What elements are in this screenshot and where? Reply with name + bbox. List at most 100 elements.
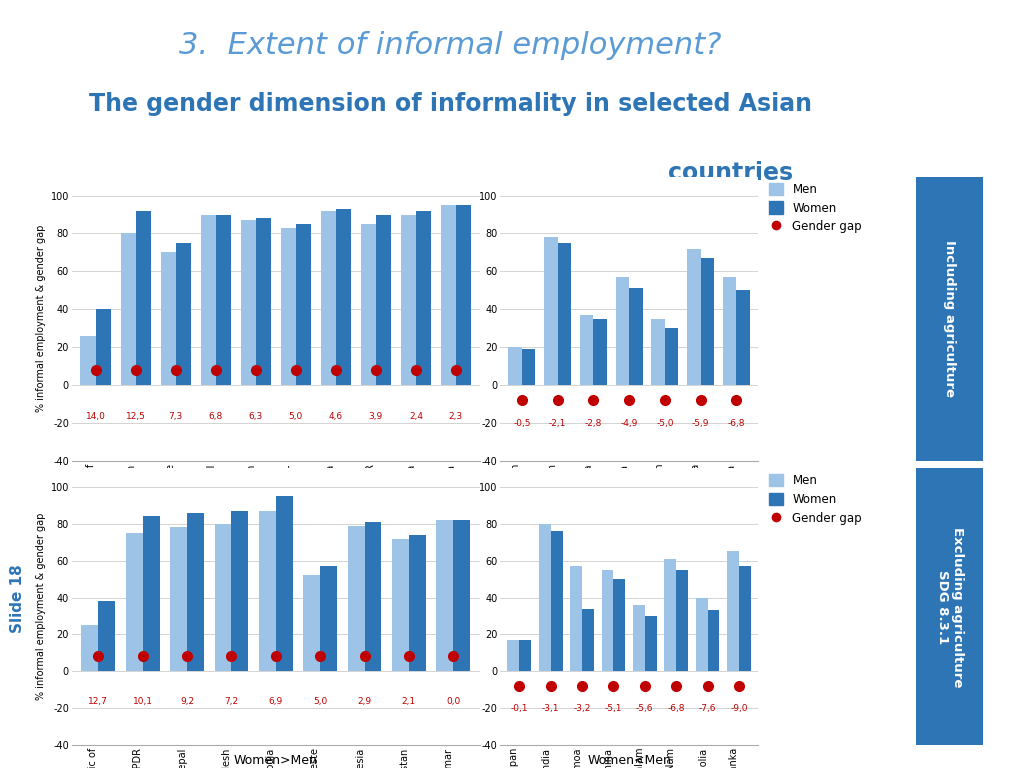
Bar — [676, 570, 688, 671]
Text: -2,8: -2,8 — [585, 419, 602, 428]
Legend: Men, Women, Gender gap: Men, Women, Gender gap — [769, 183, 862, 233]
Bar — [360, 224, 376, 385]
Bar — [739, 566, 751, 671]
Text: -3,1: -3,1 — [542, 704, 559, 713]
Text: 2,9: 2,9 — [357, 697, 372, 706]
Text: The gender dimension of informality in selected Asian: The gender dimension of informality in s… — [89, 92, 812, 116]
Text: -6,8: -6,8 — [668, 704, 685, 713]
Bar — [440, 205, 456, 385]
Bar — [348, 525, 365, 671]
Bar — [121, 233, 136, 385]
Bar — [176, 243, 190, 385]
Bar — [665, 559, 676, 671]
Bar — [201, 214, 216, 385]
Bar — [321, 566, 337, 671]
Text: 14,0: 14,0 — [86, 412, 105, 421]
Bar — [593, 319, 607, 385]
Text: 6,9: 6,9 — [268, 697, 283, 706]
Bar — [736, 290, 750, 385]
Text: Including agriculture: Including agriculture — [943, 240, 956, 397]
Legend: Men, Women, Gender gap: Men, Women, Gender gap — [769, 475, 862, 525]
Bar — [81, 336, 95, 385]
Text: 6,8: 6,8 — [209, 412, 223, 421]
Bar — [633, 605, 645, 671]
Bar — [522, 349, 536, 385]
Bar — [687, 249, 700, 385]
Text: Women>Men: Women>Men — [233, 754, 317, 767]
Bar — [136, 210, 151, 385]
Bar — [170, 528, 187, 671]
Bar — [551, 531, 562, 671]
Bar — [507, 640, 519, 671]
Text: -2,1: -2,1 — [549, 419, 566, 428]
Bar — [456, 205, 471, 385]
Bar — [82, 625, 98, 671]
Text: -6,8: -6,8 — [728, 419, 745, 428]
Text: -4,9: -4,9 — [621, 419, 638, 428]
Text: Excluding agriculture
SDG 8.3.1: Excluding agriculture SDG 8.3.1 — [936, 527, 964, 687]
Bar — [454, 520, 470, 671]
Text: 9,2: 9,2 — [180, 697, 195, 706]
Text: 10,1: 10,1 — [133, 697, 153, 706]
Text: -9,0: -9,0 — [730, 704, 748, 713]
Bar — [558, 243, 571, 385]
Text: Slide 18: Slide 18 — [10, 564, 26, 634]
Bar — [723, 277, 736, 385]
Bar — [539, 524, 551, 671]
Text: 6,3: 6,3 — [249, 412, 263, 421]
Text: 5,0: 5,0 — [289, 412, 303, 421]
Bar — [126, 533, 142, 671]
Bar — [519, 640, 531, 671]
Bar — [336, 209, 351, 385]
Bar — [281, 228, 296, 385]
Text: -3,2: -3,2 — [573, 704, 591, 713]
Text: -5,9: -5,9 — [692, 419, 710, 428]
Text: 3,9: 3,9 — [369, 412, 383, 421]
Bar — [613, 579, 626, 671]
Text: 7,3: 7,3 — [169, 412, 183, 421]
Bar — [275, 496, 293, 671]
Bar — [580, 315, 593, 385]
Text: -0,1: -0,1 — [511, 704, 528, 713]
Bar — [95, 310, 111, 385]
Text: 3.  Extent of informal employment?: 3. Extent of informal employment? — [179, 31, 722, 60]
Text: -5,0: -5,0 — [656, 419, 674, 428]
Text: 2,4: 2,4 — [409, 412, 423, 421]
Text: 2,3: 2,3 — [449, 412, 463, 421]
Bar — [303, 575, 321, 671]
Text: 5,0: 5,0 — [313, 697, 328, 706]
Bar — [582, 608, 594, 671]
Bar — [508, 347, 522, 385]
Bar — [436, 520, 454, 671]
Text: -0,5: -0,5 — [513, 419, 530, 428]
Text: -5,1: -5,1 — [605, 704, 623, 713]
Bar — [241, 220, 256, 385]
Bar — [321, 210, 336, 385]
Bar — [216, 214, 231, 385]
Bar — [376, 214, 391, 385]
Text: countries: countries — [668, 161, 793, 185]
Bar — [665, 328, 679, 385]
Text: 0,0: 0,0 — [446, 697, 461, 706]
Bar — [645, 616, 656, 671]
Bar — [416, 210, 431, 385]
Bar — [142, 516, 160, 671]
Text: 4,6: 4,6 — [329, 412, 343, 421]
Text: -7,6: -7,6 — [698, 704, 717, 713]
Bar — [651, 319, 665, 385]
Bar — [409, 535, 426, 671]
Bar — [615, 277, 629, 385]
Bar — [400, 214, 416, 385]
Bar — [392, 538, 409, 671]
Y-axis label: % informal employment & gender gap: % informal employment & gender gap — [37, 225, 46, 412]
Bar — [570, 566, 582, 671]
Bar — [727, 551, 739, 671]
Bar — [259, 511, 275, 671]
Bar — [161, 253, 176, 385]
Bar — [231, 511, 248, 671]
Text: -5,6: -5,6 — [636, 704, 653, 713]
Bar — [98, 601, 115, 671]
Bar — [365, 522, 381, 671]
Text: 12,5: 12,5 — [126, 412, 145, 421]
Text: 12,7: 12,7 — [88, 697, 109, 706]
